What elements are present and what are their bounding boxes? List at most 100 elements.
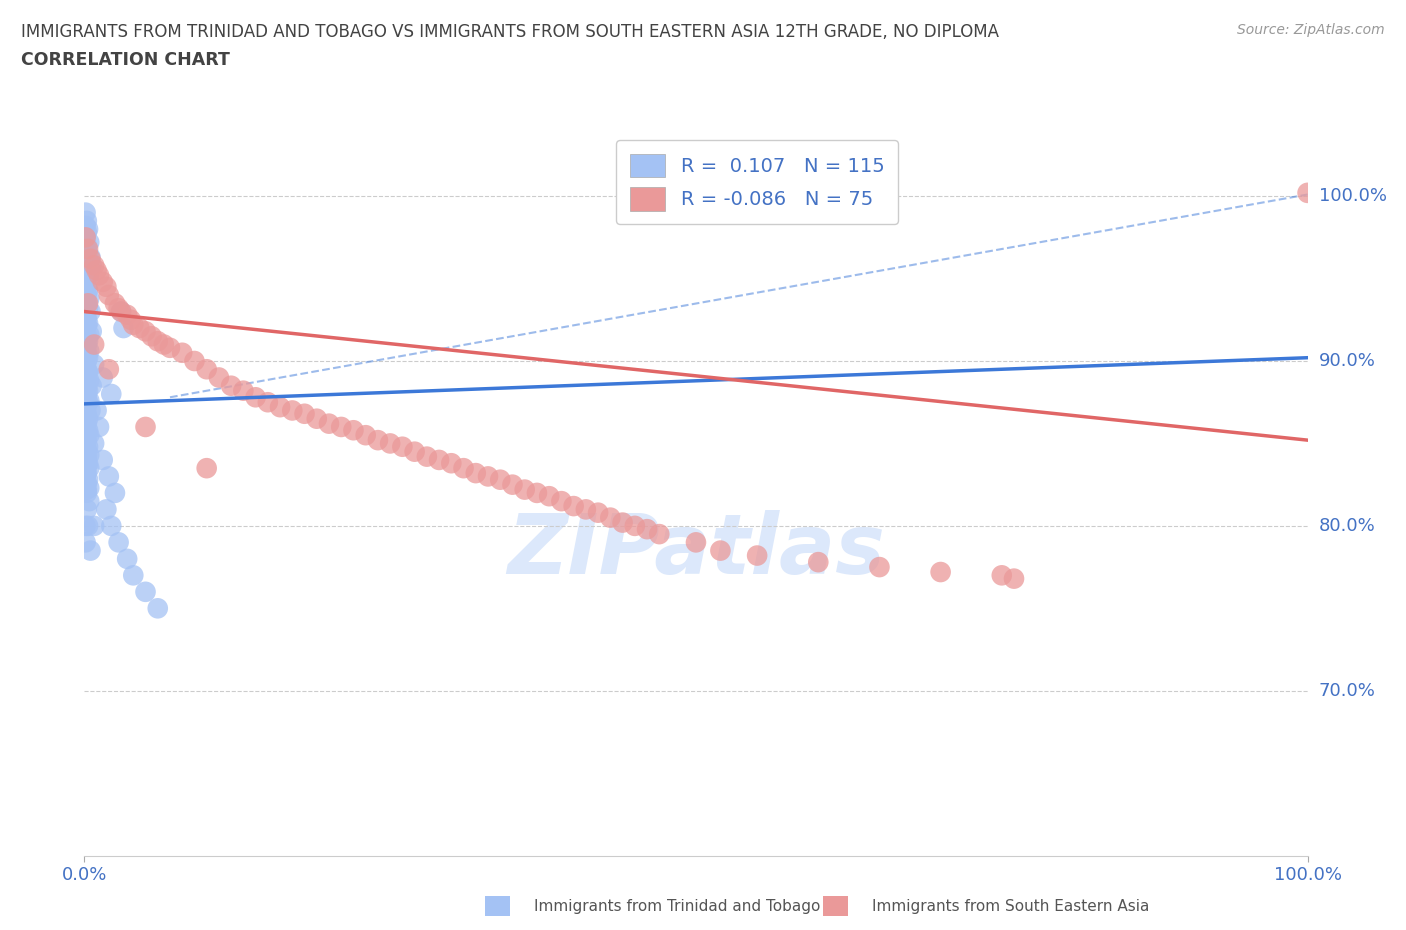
Point xyxy=(77,373,100,388)
Point xyxy=(76,362,98,377)
Point xyxy=(77,481,100,496)
Point xyxy=(648,526,671,541)
Point xyxy=(416,449,439,464)
Text: 100.0%: 100.0% xyxy=(1319,187,1386,206)
Point xyxy=(477,469,499,484)
Point xyxy=(153,337,176,352)
Point xyxy=(624,518,647,533)
Point xyxy=(75,518,97,533)
Point xyxy=(76,406,98,421)
Point xyxy=(76,214,98,229)
Point xyxy=(807,554,830,569)
Point xyxy=(75,266,97,281)
Point xyxy=(159,340,181,355)
Point xyxy=(1002,571,1025,586)
Point xyxy=(464,466,486,481)
Point xyxy=(75,294,97,309)
Point xyxy=(77,344,100,359)
Point xyxy=(76,370,98,385)
Point xyxy=(75,387,97,402)
Point xyxy=(75,312,97,327)
Point xyxy=(91,274,114,289)
Point xyxy=(599,511,621,525)
Point xyxy=(75,366,97,381)
Point xyxy=(76,287,98,302)
Point xyxy=(76,225,98,240)
Point xyxy=(87,419,110,434)
Point xyxy=(76,381,98,396)
Point xyxy=(75,278,97,293)
Point xyxy=(526,485,548,500)
Point xyxy=(77,428,100,443)
Point xyxy=(83,357,105,372)
Point xyxy=(75,340,97,355)
Point xyxy=(77,518,100,533)
Point xyxy=(208,370,231,385)
Point xyxy=(76,353,98,368)
Point xyxy=(342,423,364,438)
Point xyxy=(318,417,340,432)
Point xyxy=(141,329,163,344)
Point xyxy=(110,304,132,319)
Point xyxy=(107,535,129,550)
Point xyxy=(77,393,100,408)
Point xyxy=(330,419,353,434)
Point xyxy=(404,445,426,459)
Point xyxy=(77,263,100,278)
Text: Immigrants from Trinidad and Tobago: Immigrants from Trinidad and Tobago xyxy=(534,899,821,914)
Point xyxy=(550,494,572,509)
Point xyxy=(195,362,218,377)
Point xyxy=(135,584,157,599)
Point xyxy=(367,432,389,447)
Point xyxy=(77,283,100,298)
Point xyxy=(75,219,97,233)
Text: 80.0%: 80.0% xyxy=(1319,517,1375,535)
Point xyxy=(575,502,598,517)
Point xyxy=(104,485,127,500)
Point xyxy=(929,565,952,579)
Point xyxy=(77,383,100,398)
Point xyxy=(75,477,97,492)
Point xyxy=(354,428,377,443)
Point xyxy=(97,287,120,302)
Point xyxy=(75,445,97,459)
Point xyxy=(77,423,100,438)
Text: IMMIGRANTS FROM TRINIDAD AND TOBAGO VS IMMIGRANTS FROM SOUTH EASTERN ASIA 12TH G: IMMIGRANTS FROM TRINIDAD AND TOBAGO VS I… xyxy=(21,23,1000,41)
Point xyxy=(76,417,98,432)
Point xyxy=(709,543,731,558)
Point xyxy=(440,456,463,471)
Point xyxy=(75,255,97,270)
Point xyxy=(77,494,100,509)
Point xyxy=(77,300,100,315)
Point xyxy=(122,568,145,583)
Point xyxy=(75,419,97,434)
Point xyxy=(75,308,97,323)
Point xyxy=(80,379,103,393)
Point xyxy=(115,308,138,323)
Point xyxy=(75,349,97,364)
Point xyxy=(77,460,100,475)
Point xyxy=(77,315,100,330)
Point xyxy=(75,206,97,220)
Point xyxy=(75,332,97,347)
Point xyxy=(110,304,132,319)
Point xyxy=(75,453,97,468)
Point xyxy=(76,466,98,481)
Point xyxy=(77,246,100,261)
Point xyxy=(107,300,129,315)
Point xyxy=(75,321,97,336)
Point xyxy=(183,353,205,368)
Point xyxy=(79,251,101,266)
Legend: R =  0.107   N = 115, R = -0.086   N = 75: R = 0.107 N = 115, R = -0.086 N = 75 xyxy=(616,140,898,224)
Point xyxy=(232,383,254,398)
Point xyxy=(427,453,450,468)
Point xyxy=(281,403,304,418)
Point xyxy=(77,365,100,380)
Point xyxy=(79,250,101,265)
Point xyxy=(990,568,1012,583)
Point xyxy=(75,409,97,424)
Point xyxy=(76,426,98,441)
Point xyxy=(86,263,108,278)
Point xyxy=(245,390,267,405)
Point xyxy=(97,469,120,484)
